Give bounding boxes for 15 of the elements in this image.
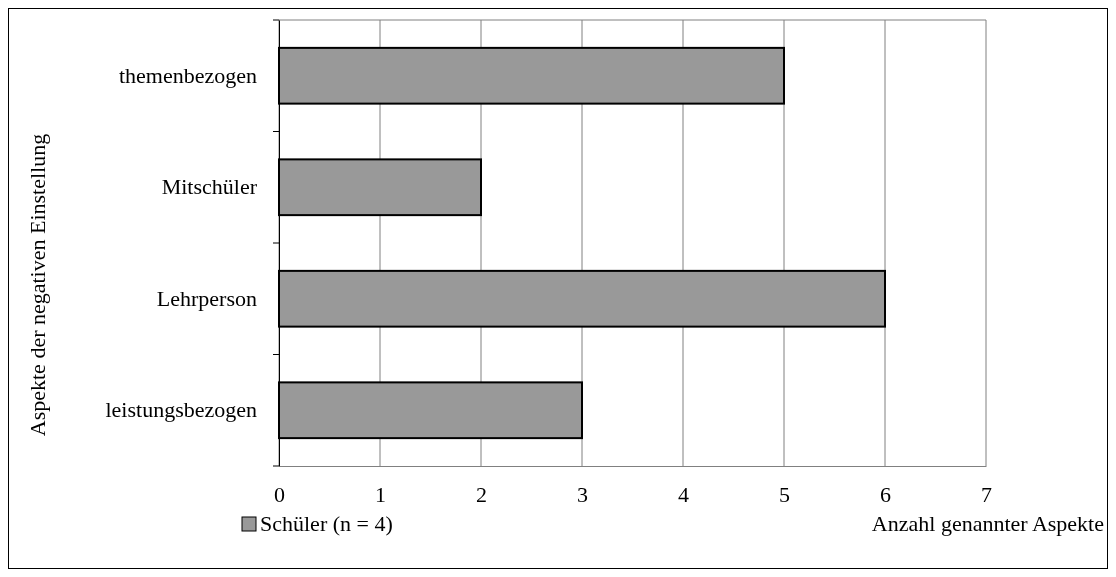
y-tick-label: Lehrperson: [156, 285, 257, 311]
x-tick-label: 2: [476, 481, 487, 507]
x-axis-title: Anzahl genannter Aspekte: [871, 511, 1104, 536]
x-tick-label: 0: [274, 481, 285, 507]
x-tick-label: 1: [375, 481, 386, 507]
y-tick-label: themenbezogen: [118, 62, 257, 88]
y-axis-title: Aspekte der negativen Einstellung: [25, 133, 50, 437]
x-tick-label: 3: [577, 481, 588, 507]
y-tick-label: leistungsbezogen: [105, 397, 257, 423]
y-tick-label: Mitschüler: [161, 174, 258, 200]
x-tick-label: 7: [981, 481, 992, 507]
legend-label: Schüler (n = 4): [260, 511, 393, 536]
x-tick-label: 5: [779, 481, 790, 507]
x-tick-label: 6: [880, 481, 891, 507]
x-tick-label: 4: [678, 481, 689, 507]
